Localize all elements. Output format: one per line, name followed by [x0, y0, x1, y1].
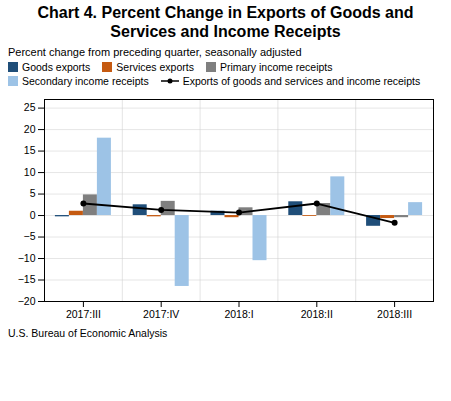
html-text:Primary income receipts: Primary income receipts [219, 60, 333, 73]
svg-text:−15: −15 [18, 273, 36, 285]
svg-text:2018:II: 2018:II [301, 308, 333, 320]
svg-text:2018:I: 2018:I [224, 308, 253, 320]
html-text:Exports of goods and services: Exports of goods and services and income… [182, 74, 421, 87]
svg-text:25: 25 [24, 101, 36, 113]
svg-text:2017:III: 2017:III [66, 308, 101, 320]
html-text:Services exports: Services exports [116, 60, 194, 73]
svg-text:20: 20 [24, 123, 36, 135]
svg-text:2018:III: 2018:III [377, 308, 412, 320]
html-text:Chart 4. Percent Change in Exp: Chart 4. Percent Change in Exports of Go… [37, 4, 414, 40]
svg-text:−5: −5 [24, 230, 36, 242]
html-text:Secondary income receipts: Secondary income receipts [22, 74, 149, 87]
svg-text:2017:IV: 2017:IV [143, 308, 179, 320]
html-text:U.S. Bureau of Economic Analys: U.S. Bureau of Economic Analysis [8, 326, 168, 339]
svg-text:5: 5 [30, 187, 36, 199]
svg-text:0: 0 [30, 209, 36, 221]
svg-text:−10: −10 [18, 252, 36, 264]
svg-text:−20: −20 [18, 295, 36, 307]
svg-text:10: 10 [24, 166, 36, 178]
html-text:Goods exports: Goods exports [22, 60, 91, 73]
svg-text:15: 15 [24, 144, 36, 156]
html-text:Percent change from preceding: Percent change from preceding quarter, s… [8, 45, 302, 58]
